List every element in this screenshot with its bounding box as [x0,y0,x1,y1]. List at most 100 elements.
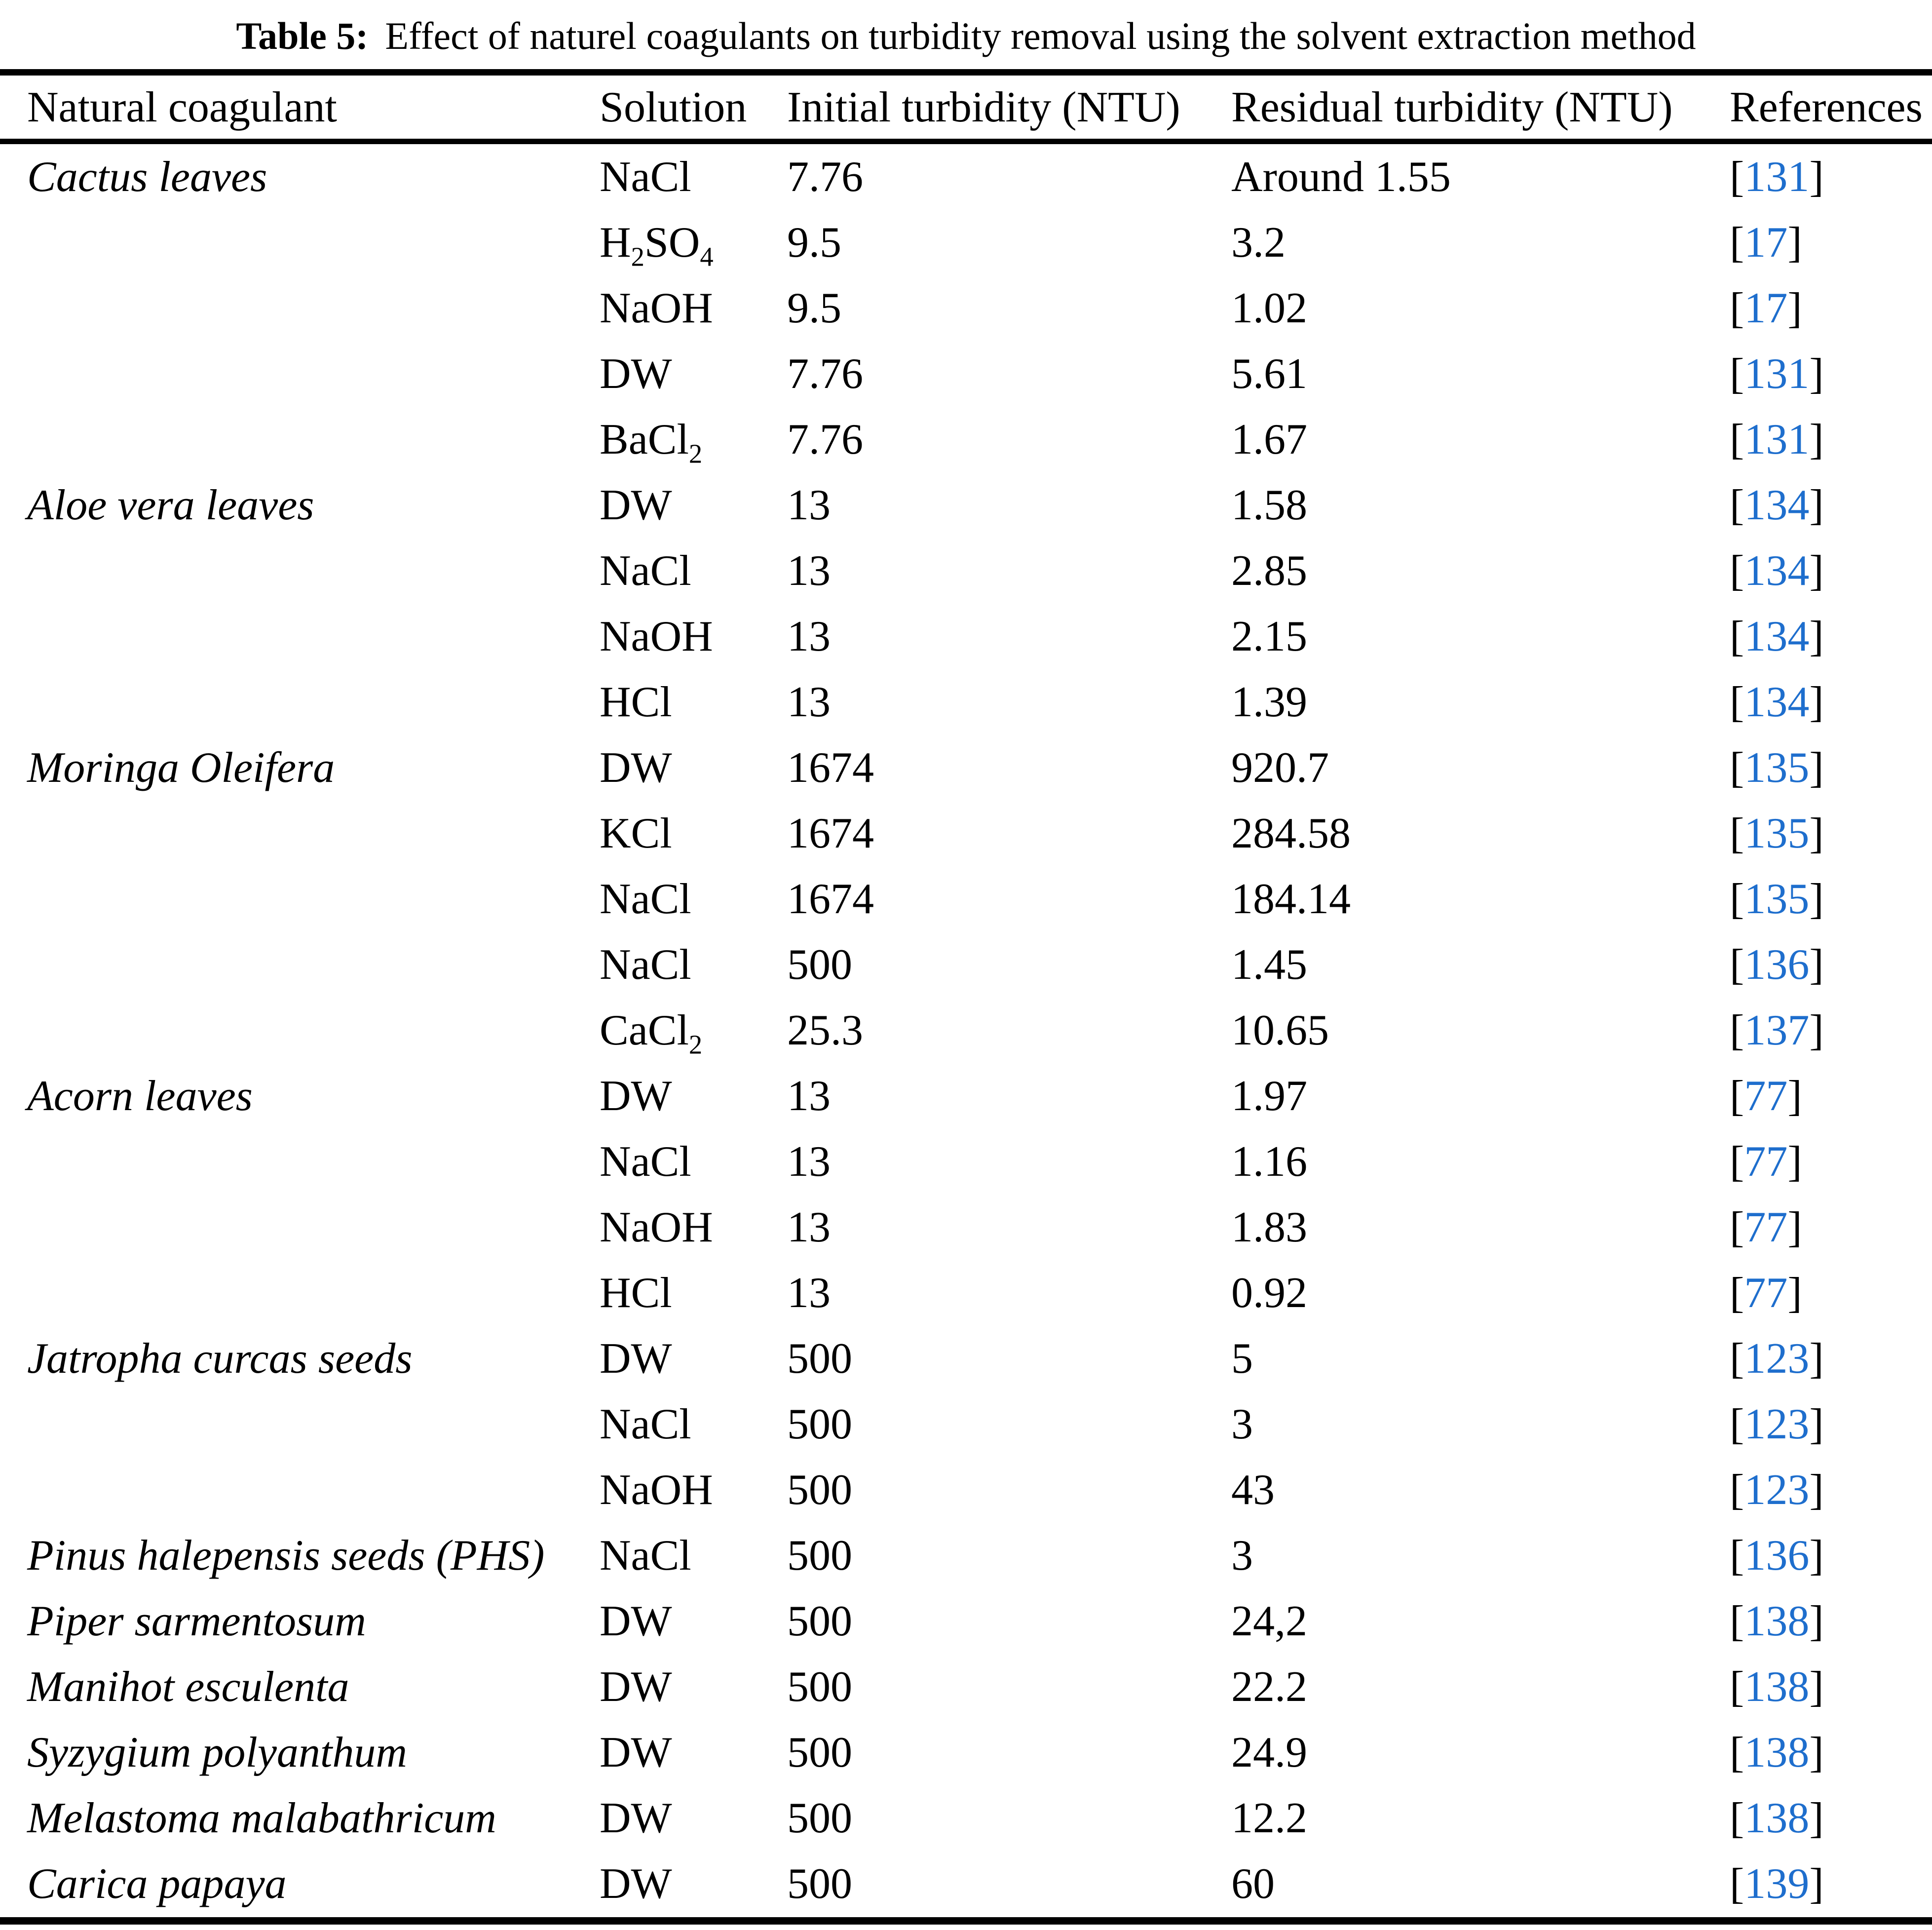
citation-bracket-close: ] [1809,613,1824,660]
table-row: NaOH 500 43 [123] [0,1457,1932,1523]
reference-link[interactable]: [131] [1730,350,1824,398]
citation-number: 138 [1744,1729,1810,1776]
reference-link[interactable]: [134] [1730,481,1824,529]
reference-link[interactable]: [138] [1730,1729,1824,1776]
reference-link[interactable]: [134] [1730,678,1824,726]
solution-cell: CaCl2 [600,1006,703,1060]
solution-cell: DW [600,1335,672,1383]
reference-link[interactable]: [135] [1730,810,1824,857]
reference-cell: [134] [1730,546,1932,596]
reference-link[interactable]: [135] [1730,744,1824,792]
reference-cell: [135] [1730,809,1932,858]
citation-number: 131 [1744,350,1810,398]
reference-link[interactable]: [131] [1730,416,1824,463]
citation-number: 134 [1744,678,1810,726]
initial-turbidity-cell: 500 [787,1466,852,1514]
solution-cell: DW [600,481,672,529]
table-row: NaOH 9.5 1.02 [17] [0,275,1932,341]
residual-turbidity-cell: 5.61 [1231,350,1307,398]
reference-link[interactable]: [123] [1730,1400,1824,1448]
reference-link[interactable]: [77] [1730,1269,1802,1317]
residual-turbidity-cell: 12.2 [1231,1794,1307,1842]
initial-turbidity-cell: 13 [787,547,831,595]
citation-number: 123 [1744,1466,1810,1514]
citation-bracket-open: [ [1730,678,1744,726]
reference-link[interactable]: [131] [1730,153,1824,201]
reference-link[interactable]: [139] [1730,1860,1824,1908]
reference-link[interactable]: [77] [1730,1138,1802,1186]
initial-turbidity-cell: 13 [787,613,831,660]
residual-turbidity-cell: 1.16 [1231,1138,1307,1186]
citation-number: 123 [1744,1400,1810,1448]
residual-turbidity-cell: 43 [1231,1466,1275,1514]
reference-cell: [139] [1730,1859,1932,1909]
residual-turbidity-cell: 920.7 [1231,744,1329,792]
reference-link[interactable]: [138] [1730,1597,1824,1645]
initial-turbidity-cell: 500 [787,1860,852,1908]
residual-turbidity-cell: 3 [1231,1532,1253,1580]
citation-number: 17 [1744,219,1788,267]
citation-bracket-open: [ [1730,941,1744,989]
reference-link[interactable]: [123] [1730,1466,1824,1514]
initial-turbidity-cell: 500 [787,1400,852,1448]
citation-number: 77 [1744,1072,1788,1120]
initial-turbidity-cell: 13 [787,1072,831,1120]
reference-link[interactable]: [136] [1730,1532,1824,1580]
solution-cell: NaOH [600,284,713,332]
citation-bracket-open: [ [1730,547,1744,595]
reference-cell: [138] [1730,1596,1932,1646]
reference-link[interactable]: [17] [1730,219,1802,267]
citation-number: 138 [1744,1597,1810,1645]
initial-turbidity-cell: 500 [787,941,852,989]
citation-bracket-open: [ [1730,1663,1744,1711]
citation-number: 135 [1744,810,1810,857]
citation-bracket-open: [ [1730,875,1744,923]
table-caption: Effect of naturel coagulants on turbidit… [385,14,1696,57]
coagulant-cell: Syzygium polyanthum [27,1729,407,1776]
reference-link[interactable]: [123] [1730,1335,1824,1383]
table-row: Cactus leaves NaCl 7.76 Around 1.55 [131] [0,144,1932,210]
initial-turbidity-cell: 500 [787,1532,852,1580]
reference-link[interactable]: [77] [1730,1072,1802,1120]
coagulant-cell: Aloe vera leaves [27,481,314,529]
citation-bracket-close: ] [1809,153,1824,201]
table-row: Pinus halepensis seeds (PHS) NaCl 500 3 [136… [0,1523,1932,1588]
reference-link[interactable]: [17] [1730,284,1802,332]
citation-bracket-close: ] [1809,1006,1824,1054]
residual-turbidity-cell: 1.58 [1231,481,1307,529]
citation-number: 136 [1744,1532,1810,1580]
residual-turbidity-cell: 2.85 [1231,547,1307,595]
solution-cell: NaCl [600,153,691,201]
reference-link[interactable]: [134] [1730,613,1824,660]
initial-turbidity-cell: 13 [787,1269,831,1317]
reference-link[interactable]: [137] [1730,1006,1824,1054]
citation-bracket-close: ] [1809,416,1824,463]
reference-cell: [137] [1730,1005,1932,1055]
reference-link[interactable]: [134] [1730,547,1824,595]
coagulant-cell: Melastoma malabathricum [27,1794,496,1842]
solution-cell: NaCl [600,1400,691,1448]
top-rule [0,69,1932,76]
coagulant-cell: Moringa Oleifera [27,744,335,792]
citation-number: 138 [1744,1794,1810,1842]
reference-link[interactable]: [135] [1730,875,1824,923]
citation-bracket-open: [ [1730,1794,1744,1842]
initial-turbidity-cell: 7.76 [787,416,863,463]
citation-bracket-open: [ [1730,1400,1744,1448]
residual-turbidity-cell: 1.02 [1231,284,1307,332]
citation-number: 131 [1744,416,1810,463]
reference-link[interactable]: [136] [1730,941,1824,989]
reference-cell: [131] [1730,415,1932,464]
residual-turbidity-cell: 184.14 [1231,875,1351,923]
table-row: NaOH 13 1.83 [77] [0,1195,1932,1260]
reference-link[interactable]: [77] [1730,1203,1802,1251]
reference-link[interactable]: [138] [1730,1794,1824,1842]
solution-cell: NaCl [600,1532,691,1580]
solution-cell: NaCl [600,941,691,989]
citation-number: 134 [1744,547,1810,595]
table-body: Cactus leaves NaCl 7.76 Around 1.55 [131] H2S… [0,144,1932,1917]
reference-link[interactable]: [138] [1730,1663,1824,1711]
residual-turbidity-cell: 1.39 [1231,678,1307,726]
initial-turbidity-cell: 1674 [787,744,874,792]
citation-bracket-close: ] [1787,1203,1802,1251]
